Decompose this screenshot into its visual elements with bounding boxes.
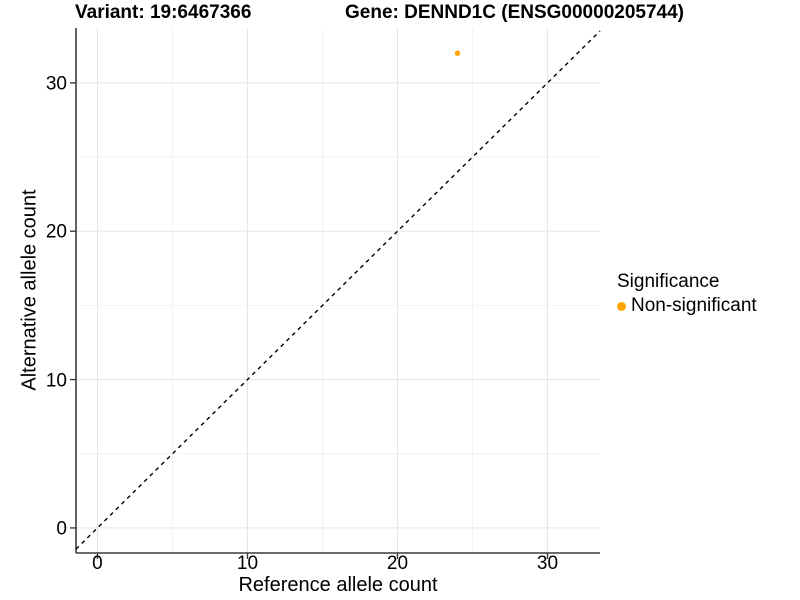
x-axis-title: Reference allele count [238,574,438,596]
legend-title: Significance [617,271,720,292]
legend-item-non-significant: Non-significant [617,296,757,316]
x-tick-label: 20 [386,553,409,574]
legend-item-label: Non-significant [631,295,757,316]
identity-reference-line [75,30,601,550]
y-tick-label: 10 [45,370,67,392]
legend: Significance Non-significant [617,272,757,316]
data-point [454,50,461,56]
y-tick-label: 0 [56,518,67,540]
y-tick-label: 30 [45,73,67,95]
x-tick-label: 0 [92,553,103,574]
plot-title-variant: Variant: 19:6467366 [75,2,252,23]
y-tick-label: 20 [45,221,67,243]
y-axis-title: Alternative allele count [18,189,41,391]
x-tick-label: 30 [536,553,559,574]
legend-point-icon [617,301,626,311]
plot-title-gene: Gene: DENND1C (ENSG00000205744) [345,2,684,23]
x-tick-label: 10 [236,553,259,574]
